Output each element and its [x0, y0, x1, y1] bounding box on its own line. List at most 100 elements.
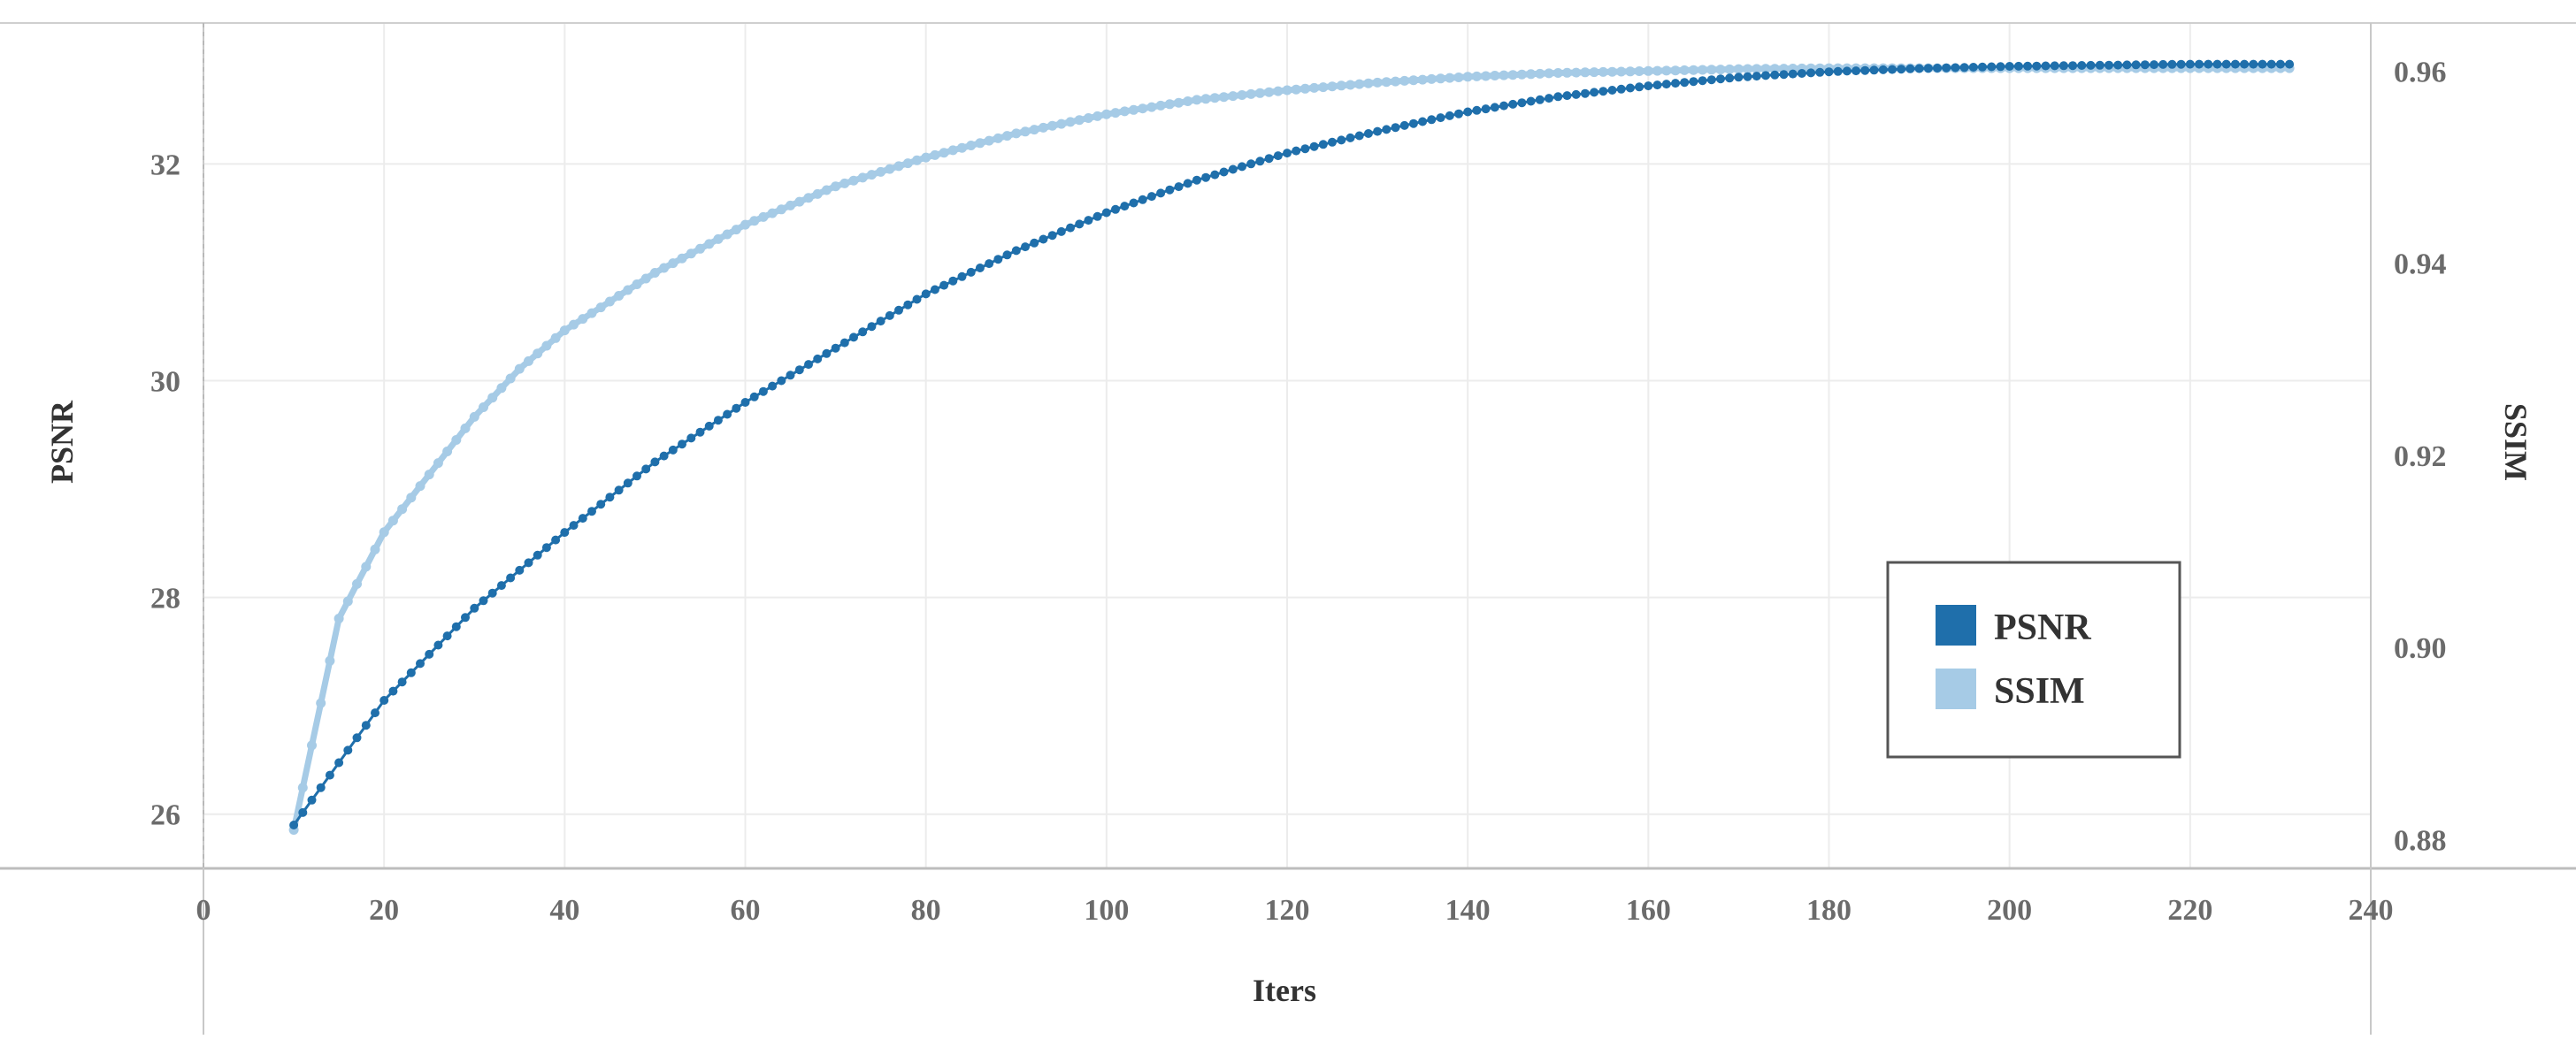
point-ssim — [1237, 90, 1247, 100]
point-psnr — [804, 360, 813, 370]
point-ssim — [496, 383, 507, 394]
point-psnr — [930, 285, 939, 294]
point-ssim — [469, 411, 479, 422]
point-psnr — [2249, 59, 2258, 69]
point-psnr — [903, 300, 913, 310]
point-psnr — [1852, 66, 1861, 76]
point-ssim — [406, 493, 417, 503]
point-ssim — [1254, 88, 1265, 98]
point-psnr — [397, 677, 407, 687]
point-ssim — [957, 142, 967, 153]
y-right-tick-label: 0.90 — [2394, 632, 2447, 665]
point-psnr — [1011, 246, 1021, 256]
point-psnr — [1860, 65, 1870, 75]
point-psnr — [1734, 73, 1744, 82]
point-ssim — [1507, 70, 1518, 80]
legend: PSNR SSIM — [1886, 561, 2181, 759]
point-psnr — [1346, 133, 1355, 142]
point-psnr — [1210, 170, 1220, 180]
point-ssim — [415, 481, 426, 492]
point-psnr — [1644, 81, 1653, 91]
point-ssim — [1074, 115, 1085, 126]
point-psnr — [1047, 231, 1057, 241]
axes — [0, 22, 2576, 1035]
point-psnr — [1914, 64, 1924, 73]
point-psnr — [1897, 65, 1906, 74]
point-ssim — [1661, 65, 1672, 76]
point-psnr — [2058, 61, 2068, 71]
point-psnr — [2266, 59, 2276, 69]
point-psnr — [2204, 59, 2213, 69]
point-psnr — [1418, 117, 1428, 126]
point-psnr — [352, 733, 362, 743]
point-psnr — [1066, 223, 1075, 233]
point-ssim — [1391, 76, 1400, 87]
point-ssim — [1526, 69, 1537, 80]
point-psnr — [2221, 59, 2231, 69]
point-psnr — [1021, 242, 1030, 252]
point-ssim — [1029, 125, 1039, 135]
point-psnr — [849, 332, 858, 342]
point-psnr — [1535, 95, 1545, 104]
point-ssim — [794, 196, 805, 207]
point-ssim — [1436, 73, 1445, 84]
point-ssim — [731, 225, 741, 235]
point-ssim — [1228, 91, 1238, 102]
point-ssim — [722, 229, 732, 240]
point-psnr — [1888, 65, 1897, 74]
point-ssim — [1309, 82, 1320, 93]
point-psnr — [307, 795, 317, 805]
point-psnr — [1942, 63, 1951, 73]
point-ssim — [1174, 97, 1184, 108]
point-ssim — [442, 447, 453, 456]
point-psnr — [668, 445, 678, 455]
point-ssim — [776, 204, 786, 215]
point-psnr — [1328, 137, 1337, 147]
point-ssim — [433, 458, 443, 469]
point-ssim — [1552, 68, 1563, 78]
point-ssim — [1688, 65, 1698, 75]
point-psnr — [948, 276, 958, 286]
point-ssim — [1769, 64, 1780, 74]
point-ssim — [677, 253, 687, 264]
point-psnr — [515, 565, 525, 575]
point-psnr — [912, 294, 922, 304]
point-ssim — [1462, 72, 1473, 82]
point-psnr — [2285, 59, 2295, 69]
point-ssim — [668, 258, 678, 269]
point-psnr — [1607, 86, 1617, 95]
series — [288, 59, 2295, 835]
point-ssim — [1679, 65, 1690, 75]
point-psnr — [1391, 123, 1400, 133]
point-ssim — [984, 135, 994, 146]
point-ssim — [297, 783, 308, 793]
point-ssim — [1200, 94, 1211, 104]
point-psnr — [325, 770, 334, 780]
point-ssim — [686, 248, 696, 259]
x-tick-label: 20 — [369, 894, 399, 927]
point-ssim — [821, 185, 832, 195]
point-psnr — [740, 398, 750, 407]
point-ssim — [713, 233, 724, 244]
point-ssim — [424, 470, 434, 480]
point-ssim — [1471, 71, 1482, 81]
point-ssim — [893, 161, 904, 172]
point-psnr — [1933, 64, 1942, 73]
point-psnr — [1490, 103, 1499, 112]
point-ssim — [1706, 65, 1717, 75]
point-psnr — [2122, 60, 2132, 70]
point-psnr — [749, 392, 759, 401]
point-psnr — [867, 322, 877, 332]
x-tick-label: 0 — [196, 894, 211, 927]
point-ssim — [1047, 120, 1058, 131]
point-ssim — [632, 279, 642, 289]
point-psnr — [1978, 62, 1987, 72]
point-ssim — [1146, 102, 1157, 112]
point-psnr — [2195, 59, 2204, 69]
point-psnr — [985, 259, 994, 269]
point-psnr — [1833, 66, 1843, 76]
point-psnr — [1030, 238, 1039, 248]
point-psnr — [1337, 135, 1346, 145]
point-ssim — [1399, 75, 1410, 86]
point-psnr — [858, 327, 868, 337]
